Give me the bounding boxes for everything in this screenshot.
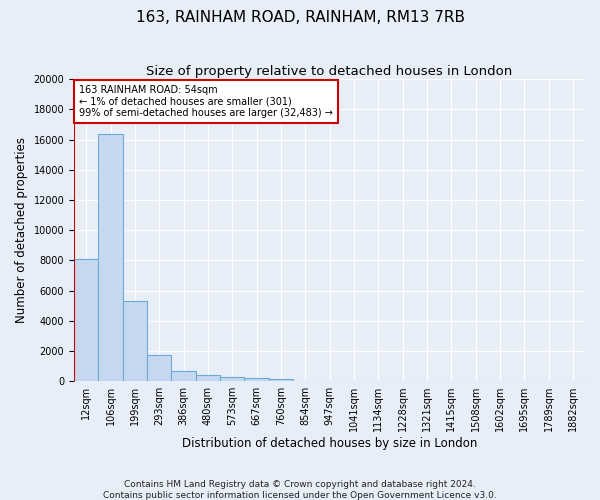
Bar <box>147 354 172 381</box>
Text: Contains HM Land Registry data © Crown copyright and database right 2024.
Contai: Contains HM Land Registry data © Crown c… <box>103 480 497 500</box>
Bar <box>220 377 244 381</box>
Bar <box>269 379 293 381</box>
Bar <box>74 259 98 381</box>
Title: Size of property relative to detached houses in London: Size of property relative to detached ho… <box>146 65 512 78</box>
Text: 163, RAINHAM ROAD, RAINHAM, RM13 7RB: 163, RAINHAM ROAD, RAINHAM, RM13 7RB <box>136 10 464 25</box>
Text: 163 RAINHAM ROAD: 54sqm
← 1% of detached houses are smaller (301)
99% of semi-de: 163 RAINHAM ROAD: 54sqm ← 1% of detached… <box>79 85 333 118</box>
Bar <box>196 376 220 381</box>
Bar <box>244 378 269 381</box>
Bar <box>122 301 147 381</box>
Bar <box>98 134 122 381</box>
Y-axis label: Number of detached properties: Number of detached properties <box>15 137 28 323</box>
X-axis label: Distribution of detached houses by size in London: Distribution of detached houses by size … <box>182 437 477 450</box>
Bar <box>172 372 196 381</box>
